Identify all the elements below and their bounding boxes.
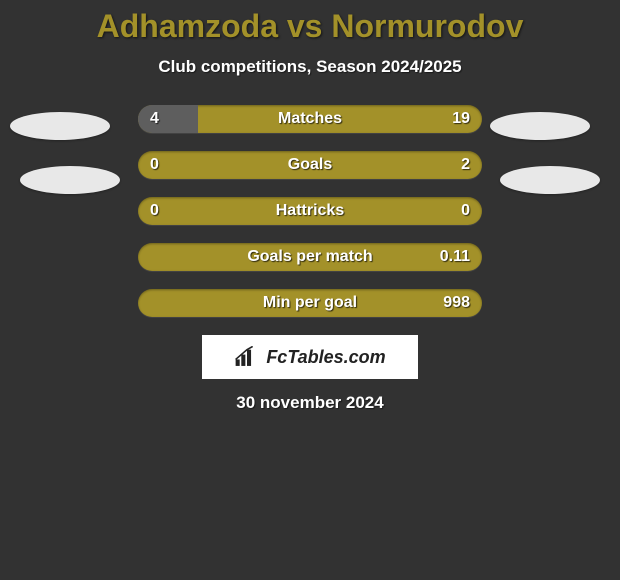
left-team-badge-0 xyxy=(10,112,110,140)
barchart-icon xyxy=(234,346,260,368)
page-root: Adhamzoda vs Normurodov Club competition… xyxy=(0,0,620,580)
stat-right-value: 0.11 xyxy=(440,243,470,271)
stat-row-min-per-goal: Min per goal 998 xyxy=(138,289,482,317)
stat-row-goals: 0 Goals 2 xyxy=(138,151,482,179)
subtitle: Club competitions, Season 2024/2025 xyxy=(0,57,620,77)
stat-row-matches: 4 Matches 19 xyxy=(138,105,482,133)
stat-right-value: 19 xyxy=(452,105,470,133)
stat-right-value: 998 xyxy=(443,289,470,317)
stat-right-value: 0 xyxy=(461,197,470,225)
stat-label: Goals xyxy=(138,151,482,179)
stat-row-goals-per-match: Goals per match 0.11 xyxy=(138,243,482,271)
fctables-logo-text: FcTables.com xyxy=(266,347,385,368)
right-team-badge-0 xyxy=(490,112,590,140)
stat-row-hattricks: 0 Hattricks 0 xyxy=(138,197,482,225)
stat-label: Matches xyxy=(138,105,482,133)
stat-label: Hattricks xyxy=(138,197,482,225)
stat-right-value: 2 xyxy=(461,151,470,179)
date-line: 30 november 2024 xyxy=(0,393,620,413)
left-team-badge-1 xyxy=(20,166,120,194)
stats-block: 4 Matches 19 0 Goals 2 0 Hattricks 0 Goa… xyxy=(0,105,620,317)
stat-label: Min per goal xyxy=(138,289,482,317)
right-team-badge-1 xyxy=(500,166,600,194)
stat-label: Goals per match xyxy=(138,243,482,271)
page-title: Adhamzoda vs Normurodov xyxy=(0,0,620,45)
fctables-logo: FcTables.com xyxy=(202,335,418,379)
